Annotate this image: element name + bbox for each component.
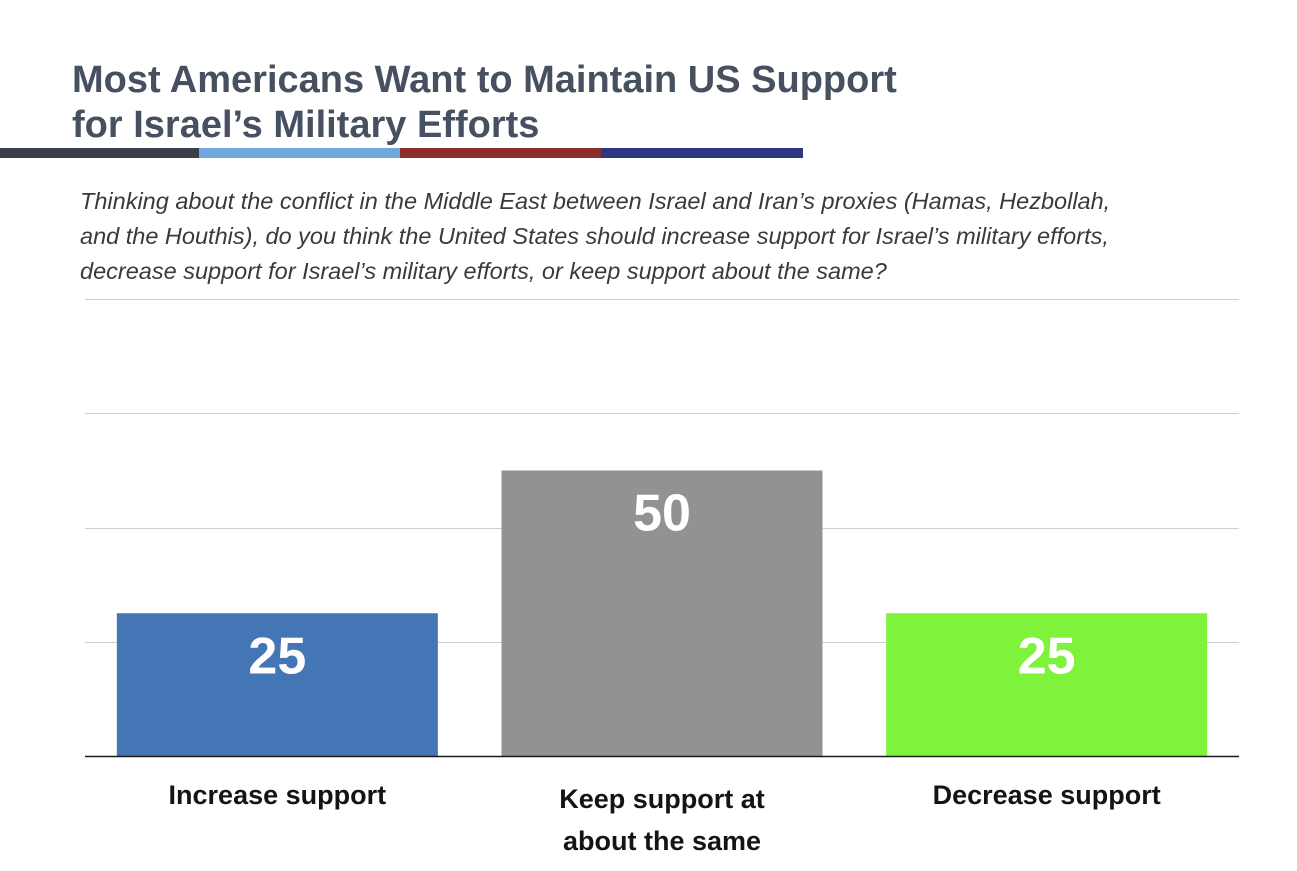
category-label-line: Decrease support bbox=[932, 780, 1161, 810]
bar bbox=[886, 613, 1208, 756]
title-rule-segment-1 bbox=[0, 148, 199, 158]
title-rule-segment-3 bbox=[400, 148, 601, 158]
category-label: Increase support bbox=[117, 774, 437, 816]
bar bbox=[501, 470, 823, 756]
category-label-line: about the same bbox=[562, 826, 762, 856]
survey-question-line-1: Thinking about the conflict in the Middl… bbox=[80, 188, 1111, 214]
category-label-line: Keep support at bbox=[559, 784, 765, 814]
survey-question-line-3: decrease support for Israel’s military e… bbox=[80, 258, 887, 284]
survey-question: Thinking about the conflict in the Middl… bbox=[80, 184, 1230, 289]
bar bbox=[116, 613, 438, 756]
title-rule-segment-2 bbox=[199, 148, 400, 158]
category-label: Keep support at about the same bbox=[502, 778, 822, 862]
category-label: Decrease support bbox=[887, 774, 1207, 816]
value-labels: 25 50 25 bbox=[248, 485, 1075, 686]
title-rule-segment-4 bbox=[601, 148, 803, 158]
title-line-2: for Israel’s Military Efforts bbox=[72, 104, 540, 146]
bars bbox=[116, 470, 1208, 756]
bar-value-label: 25 bbox=[248, 627, 306, 685]
bar-value-label: 50 bbox=[633, 485, 691, 543]
chart-title: Most Americans Want to Maintain US Suppo… bbox=[72, 58, 1072, 148]
bar-value-label: 25 bbox=[1018, 627, 1076, 685]
title-line-1: Most Americans Want to Maintain US Suppo… bbox=[72, 59, 897, 101]
category-label-line: Increase support bbox=[168, 780, 387, 810]
survey-question-line-2: and the Houthis), do you think the Unite… bbox=[80, 223, 1109, 249]
